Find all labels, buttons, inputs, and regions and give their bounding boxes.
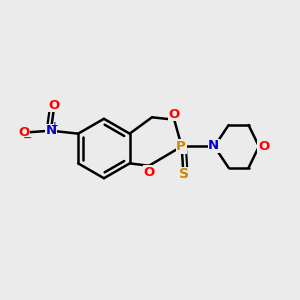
- Text: O: O: [143, 166, 155, 179]
- Text: −: −: [22, 133, 32, 142]
- Text: P: P: [176, 140, 186, 153]
- Text: +: +: [51, 122, 58, 130]
- Text: N: N: [45, 124, 56, 137]
- Text: O: O: [19, 126, 30, 139]
- Text: N: N: [208, 139, 219, 152]
- Text: S: S: [179, 167, 189, 182]
- Text: O: O: [48, 99, 59, 112]
- Text: O: O: [258, 140, 269, 153]
- Text: O: O: [169, 108, 180, 121]
